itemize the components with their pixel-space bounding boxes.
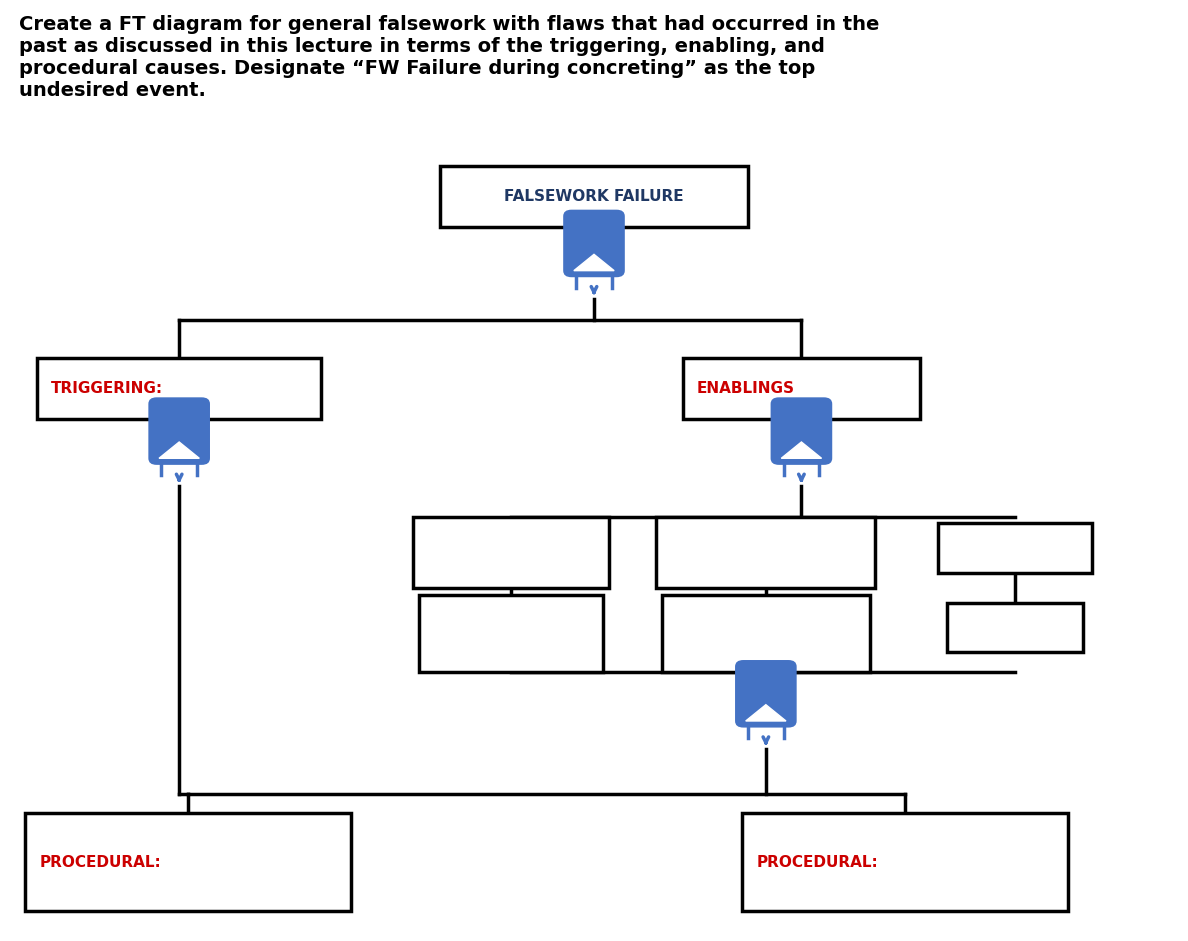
Bar: [37, 358, 322, 419]
FancyBboxPatch shape: [563, 210, 625, 278]
Bar: [742, 813, 1068, 912]
Text: PROCEDURAL:: PROCEDURAL:: [757, 854, 878, 869]
Bar: [440, 166, 748, 227]
Polygon shape: [574, 254, 614, 271]
Bar: [25, 813, 350, 912]
Polygon shape: [782, 442, 822, 458]
Polygon shape: [746, 705, 786, 721]
Bar: [662, 596, 870, 672]
Text: ENABLINGS: ENABLINGS: [697, 381, 795, 396]
FancyBboxPatch shape: [148, 397, 210, 465]
Text: FALSEWORK FAILURE: FALSEWORK FAILURE: [504, 188, 684, 203]
Bar: [937, 523, 1092, 573]
Polygon shape: [159, 442, 200, 458]
Bar: [419, 596, 602, 672]
Text: Create a FT diagram for general falsework with flaws that had occurred in the
pa: Create a FT diagram for general falsewor…: [19, 15, 879, 101]
FancyBboxPatch shape: [771, 397, 833, 465]
FancyBboxPatch shape: [735, 660, 797, 727]
Text: TRIGGERING:: TRIGGERING:: [51, 381, 163, 396]
Bar: [683, 358, 920, 419]
Bar: [656, 518, 876, 588]
Text: PROCEDURAL:: PROCEDURAL:: [39, 854, 162, 869]
Bar: [413, 518, 608, 588]
Bar: [947, 603, 1083, 651]
